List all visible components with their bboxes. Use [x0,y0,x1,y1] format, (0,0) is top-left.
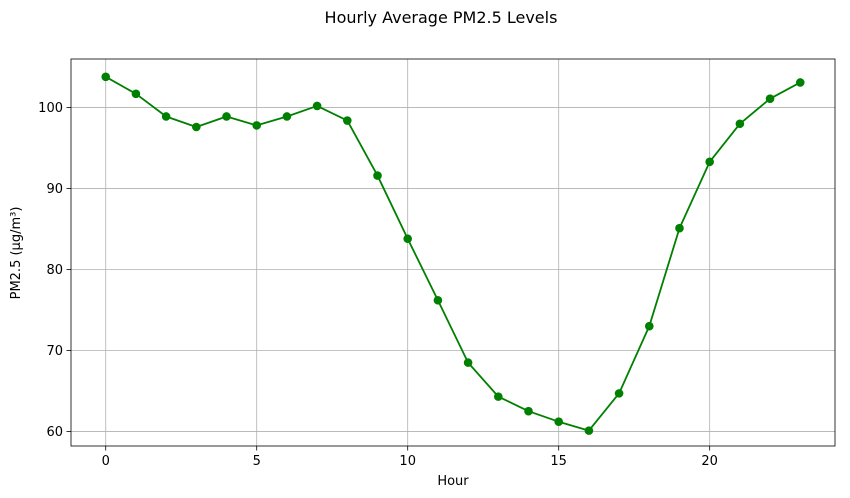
data-point [705,157,714,167]
y-tick-label: 90 [46,182,63,197]
data-point [222,112,231,121]
ticks: 0 5 10 15 20 60 70 80 90 100 [38,101,718,469]
data-point [192,122,201,132]
data-point [795,78,805,87]
series-line [105,76,801,432]
series [101,72,805,435]
data-point [403,234,413,244]
y-tick-label: 100 [38,101,63,116]
y-tick-label: 80 [46,263,63,278]
data-point [161,112,171,121]
data-point [554,417,563,427]
data-point [282,112,292,121]
data-point [373,171,382,180]
data-point [765,94,775,103]
data-point [524,406,533,416]
y-axis-label: PM2.5 (μg/m³) [9,207,24,300]
data-point [343,116,352,125]
chart-title: Hourly Average PM2.5 Levels [325,8,558,27]
x-axis-label: Hour [437,474,469,489]
data-point [735,119,745,129]
data-point [675,223,684,233]
data-point [493,392,503,401]
x-tick-label: 10 [399,454,416,469]
x-tick-label: 20 [701,454,718,469]
data-point [463,358,473,367]
x-tick-label: 5 [253,454,261,469]
data-point [131,89,141,99]
data-point [614,389,624,398]
data-point [101,72,111,82]
x-tick-label: 15 [550,454,567,469]
axes [70,58,836,447]
data-point [644,321,654,331]
data-point [433,295,443,305]
data-point [584,426,594,435]
y-tick-label: 70 [46,344,63,359]
data-point [312,101,322,111]
y-tick-label: 60 [46,425,63,440]
data-point [252,121,262,130]
x-tick-label: 0 [102,454,110,469]
plot-frame [70,58,836,447]
grid [71,59,835,446]
